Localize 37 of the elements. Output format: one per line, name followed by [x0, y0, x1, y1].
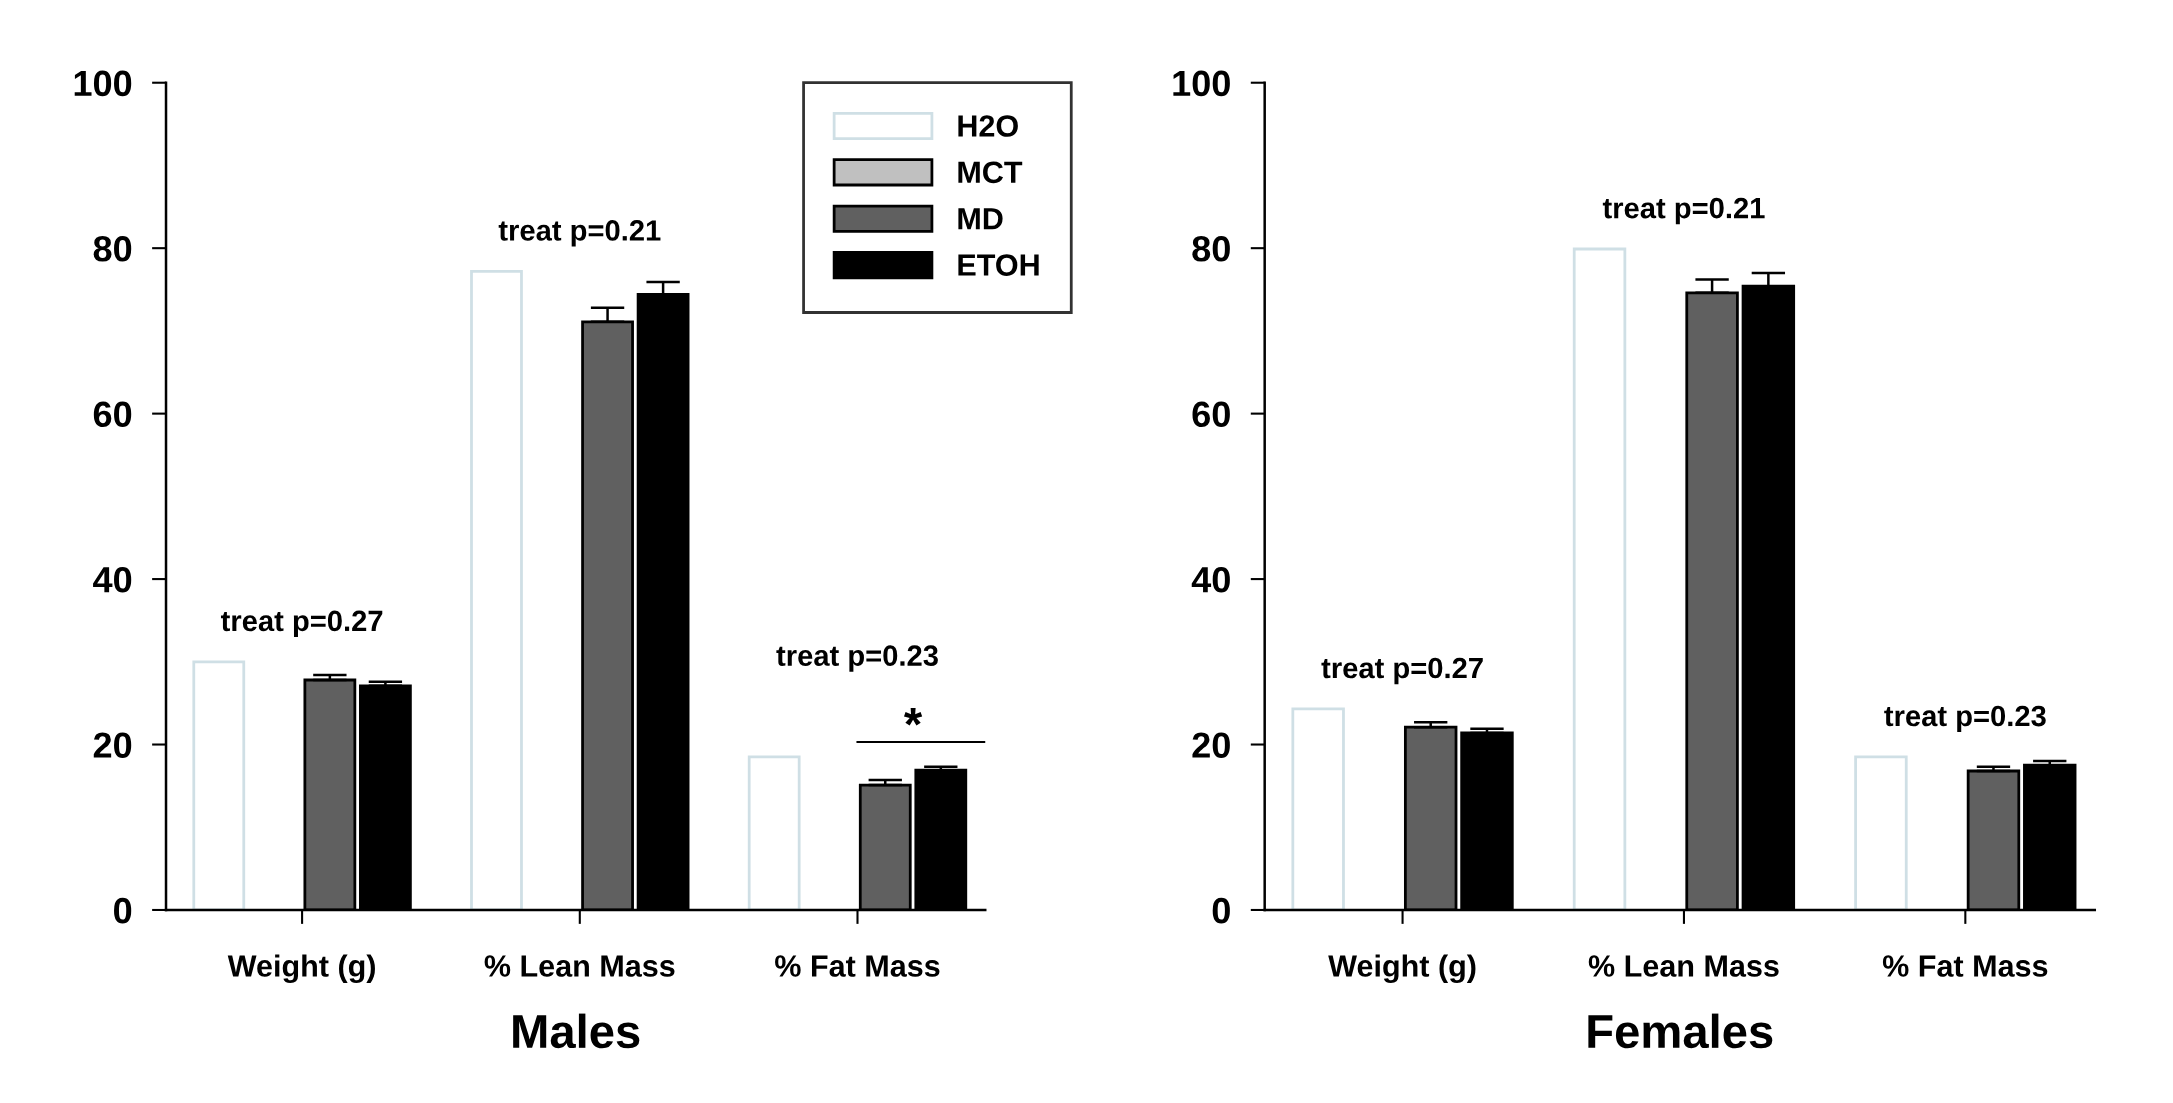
y-tick-label: 0: [114, 897, 132, 924]
x-tick-label: Weight (g): [227, 954, 375, 984]
bar: [192, 660, 246, 910]
annotation: treat p=0.27: [1321, 657, 1483, 685]
legend-label: MCT: [958, 161, 1023, 184]
y-tick-label: 20: [93, 732, 132, 758]
y-tick-label: 40: [1191, 566, 1230, 593]
legend-label: ETOH: [958, 254, 1039, 276]
y-tick-label: 60: [93, 401, 132, 428]
annotation: treat p=0.23: [776, 645, 938, 672]
y-tick-label: 20: [1192, 732, 1230, 758]
y-tick-label: 0: [1212, 897, 1230, 924]
x-axis-title: Males: [513, 1013, 640, 1049]
x-tick-label: Weight (g): [1328, 954, 1476, 984]
annotation: treat p=0.21: [1602, 197, 1765, 225]
bar: [1854, 755, 1908, 910]
annotation: *: [903, 708, 923, 726]
y-tick-label: 60: [1192, 401, 1230, 428]
bar: [747, 755, 801, 910]
annotation: treat p=0.23: [1884, 705, 2046, 733]
bar: [1291, 707, 1345, 910]
y-tick-label: 40: [93, 566, 132, 593]
x-axis-title: Females: [1588, 1013, 1773, 1049]
bar: [470, 269, 523, 910]
annotation: treat p=0.21: [498, 220, 661, 247]
y-tick-label: 100: [1173, 70, 1230, 97]
legend-label: H2O: [958, 115, 1018, 137]
y-tick-label: 80: [93, 236, 132, 262]
y-tick-label: 100: [74, 70, 132, 97]
annotation: treat p=0.27: [220, 610, 383, 637]
x-tick-label: % Fat Mass: [775, 955, 940, 977]
bar: [1572, 247, 1627, 910]
legend-label: MD: [958, 208, 1003, 230]
x-tick-label: % Lean Mass: [484, 955, 675, 977]
x-tick-label: % Lean Mass: [1588, 955, 1779, 977]
y-tick-label: 80: [1192, 236, 1230, 262]
x-tick-label: % Fat Mass: [1882, 955, 2048, 977]
